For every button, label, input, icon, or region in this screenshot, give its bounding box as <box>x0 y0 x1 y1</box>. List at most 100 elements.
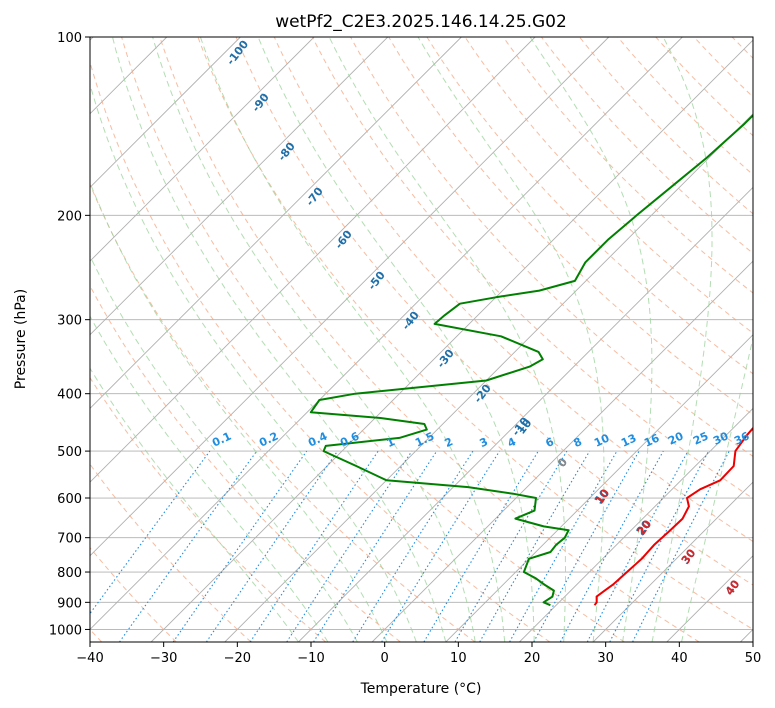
dry-adiabat-line <box>90 60 551 642</box>
isotherm-line <box>90 37 536 483</box>
mixing-ratio-line <box>313 450 438 642</box>
dry-adiabat-line <box>502 37 753 294</box>
dry-adiabat-line <box>121 37 625 642</box>
moist-adiabat-label: 30 <box>679 546 699 566</box>
y-axis-label: Pressure (hPa) <box>13 289 29 389</box>
mixing-ratio-line <box>249 450 379 642</box>
y-tick-label: 200 <box>57 209 82 224</box>
mixing-ratio-line <box>559 450 664 642</box>
mixing-ratio-label: 36 <box>732 429 752 447</box>
mixing-ratio-label: 13 <box>619 431 638 449</box>
mixing-ratio-line <box>454 450 568 642</box>
x-tick-label: 20 <box>524 651 541 666</box>
dry-adiabat-label: -20 <box>471 382 494 406</box>
x-tick-label: 40 <box>671 651 688 666</box>
dry-adiabat-line <box>388 37 753 416</box>
mixing-ratio-label: 0.6 <box>338 429 361 449</box>
dry-adiabat-label: -90 <box>249 91 272 115</box>
mixing-ratio-line <box>352 450 474 642</box>
dry-adiabat-line <box>617 37 753 176</box>
x-tick-label: −30 <box>150 651 177 666</box>
dry-adiabat-line <box>655 37 753 137</box>
dry-adiabat-line <box>770 37 775 642</box>
mixing-ratio-line <box>586 450 689 642</box>
moist-adiabat-line <box>90 181 388 642</box>
mixing-ratio-line <box>172 450 308 642</box>
mixing-ratio-label: 10 <box>592 431 612 449</box>
x-tick-label: −20 <box>224 651 251 666</box>
isotherm-line <box>90 37 315 262</box>
dry-adiabat-line <box>197 37 753 630</box>
moist-adiabat-line <box>257 37 535 642</box>
isotherm-line <box>592 481 753 642</box>
y-tick-label: 700 <box>57 532 82 547</box>
y-tick-label: 1000 <box>49 623 82 638</box>
mixing-ratio-label: 16 <box>642 431 662 449</box>
moist-adiabat-line <box>681 335 753 642</box>
dry-adiabat-label: -80 <box>275 140 298 164</box>
y-tick-label: 400 <box>57 388 82 403</box>
isotherm-line <box>519 407 753 642</box>
x-tick-label: 30 <box>597 651 614 666</box>
isotherm-line <box>90 37 389 336</box>
mixing-ratio-line <box>381 450 500 642</box>
mixing-ratio-label: 0.2 <box>257 430 280 450</box>
y-tick-label: 100 <box>57 31 82 46</box>
x-tick-label: 10 <box>450 651 467 666</box>
y-tick-label: 900 <box>57 596 82 611</box>
isotherm-line <box>740 628 753 642</box>
isotherm-line <box>90 37 683 631</box>
x-tick-label: 50 <box>745 651 762 666</box>
mixing-ratio-label: 8 <box>572 435 584 450</box>
dry-adiabat-label: -60 <box>332 228 355 252</box>
moist-adiabat-label: 10 <box>593 486 613 506</box>
moist-adiabat-line <box>651 37 713 642</box>
mixing-ratio-label: 30 <box>711 429 731 447</box>
y-tick-label: 300 <box>57 314 82 329</box>
dry-adiabat-label: -50 <box>365 269 388 293</box>
dry-adiabat-label: -30 <box>434 347 457 371</box>
moist-adiabat-line <box>90 82 417 642</box>
moist-adiabat-line <box>90 315 329 642</box>
moist-adiabat-line <box>112 37 447 642</box>
sounding-profiles <box>309 113 753 607</box>
mixing-ratio-label: 2 <box>443 435 455 450</box>
mixing-ratio-label: 25 <box>691 429 710 447</box>
dry-adiabat-line <box>693 37 753 98</box>
moist-adiabat-line <box>152 37 476 642</box>
mixing-ratio-line <box>205 450 338 642</box>
mixing-ratio-line <box>423 450 539 642</box>
x-tick-label: −10 <box>297 651 324 666</box>
dry-adiabat-line <box>90 284 401 642</box>
dry-adiabat-line <box>235 37 753 586</box>
dry-adiabat-line <box>426 37 753 375</box>
dry-adiabat-line <box>90 376 327 642</box>
mixing-ratio-line <box>286 450 413 642</box>
moist-adiabat-line <box>328 37 566 642</box>
dry-adiabat-line <box>311 37 753 500</box>
isotherm-line <box>371 260 753 642</box>
dewpoint-profile <box>309 113 753 607</box>
dry-adiabat-label: -70 <box>303 185 326 209</box>
moist-adiabat-line <box>90 254 358 642</box>
isotherm-line <box>150 39 753 642</box>
x-axis-label: Temperature (°C) <box>360 681 482 697</box>
dry-adiabat-line <box>90 463 252 642</box>
isotherm-line <box>445 334 753 642</box>
isotherm-line <box>90 37 610 557</box>
background-lines <box>90 37 775 642</box>
dry-adiabat-line <box>464 37 753 334</box>
x-tick-label: −40 <box>76 651 103 666</box>
mixing-ratio-line <box>119 450 258 642</box>
mixing-ratio-line <box>509 450 618 642</box>
temperature-profile <box>593 426 753 606</box>
mixing-ratio-label: 1 <box>385 435 397 450</box>
mixing-ratio-line <box>533 450 640 642</box>
isotherm-line <box>90 37 462 410</box>
moist-adiabat-label: 40 <box>723 577 743 597</box>
dry-adiabat-line <box>350 37 753 457</box>
moist-adiabat-label: 20 <box>635 517 655 537</box>
moist-adiabat-line <box>529 37 653 642</box>
mixing-ratio-line <box>479 450 591 642</box>
